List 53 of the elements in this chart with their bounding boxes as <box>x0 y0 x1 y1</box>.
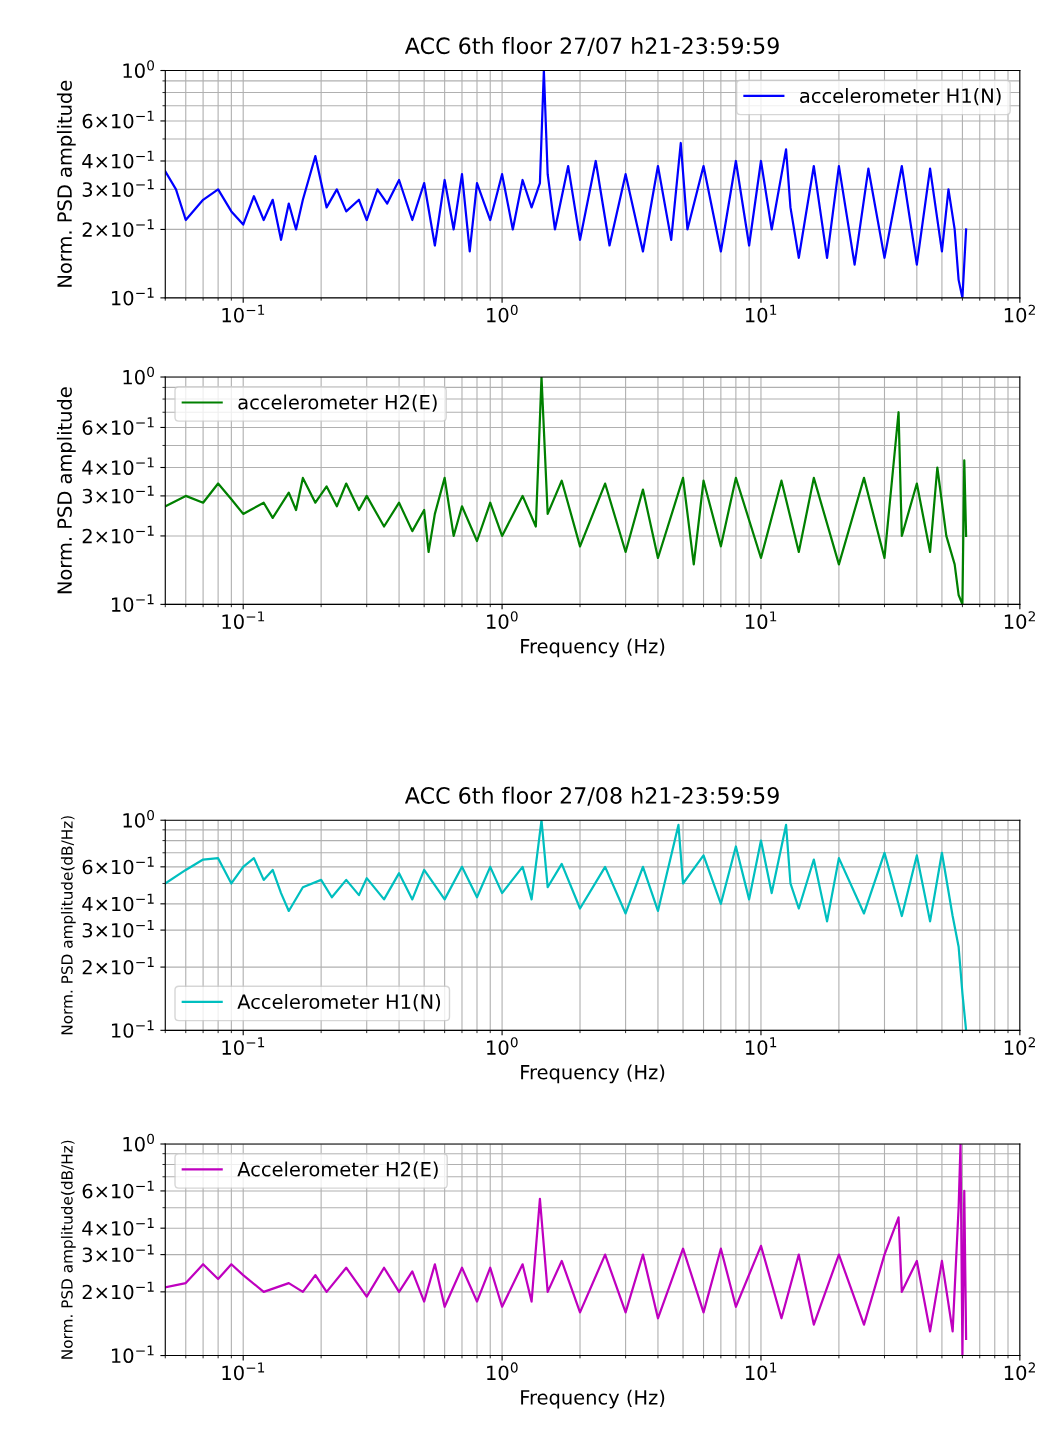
y-tick-label: 4×10$^{−1}$ <box>82 150 154 169</box>
x-tick-label: 10$^{1}$ <box>745 1362 777 1381</box>
y-axis-title: Norm. PSD amplitude(dB/Hz) <box>60 1140 76 1359</box>
x-tick-label: 10$^{−1}$ <box>222 1037 265 1055</box>
x-tick-label: 10$^{2}$ <box>1004 1037 1035 1055</box>
y-tick-label: 2×10$^{−1}$ <box>82 956 154 975</box>
x-axis-title: Frequency (Hz) <box>521 1064 665 1084</box>
x-axis-title: Frequency (Hz) <box>521 1389 665 1409</box>
legend-label: accelerometer H2(E) <box>238 394 437 412</box>
x-tick-label: 10$^{2}$ <box>1004 304 1035 323</box>
y-axis-title: Norm. PSD amplitude <box>56 387 76 594</box>
y-tick-label: 6×10$^{−1}$ <box>82 110 154 129</box>
y-tick-label: 10$^{−1}$ <box>111 594 154 612</box>
y-tick-label: 6×10$^{−1}$ <box>82 1180 154 1199</box>
y-tick-label: 4×10$^{−1}$ <box>82 457 154 476</box>
y-axis-title: Norm. PSD amplitude <box>56 80 76 287</box>
y-tick-label: 6×10$^{−1}$ <box>82 856 154 875</box>
x-tick-label: 10$^{0}$ <box>487 611 518 629</box>
y-tick-label: 10$^{0}$ <box>123 366 155 385</box>
y-tick-label: 2×10$^{−1}$ <box>82 525 154 544</box>
y-tick-label: 3×10$^{−1}$ <box>82 1244 154 1263</box>
y-tick-label: 10$^{0}$ <box>123 809 155 828</box>
x-tick-label: 10$^{2}$ <box>1004 1362 1035 1381</box>
x-tick-label: 10$^{−1}$ <box>222 1362 265 1381</box>
x-tick-label: 10$^{2}$ <box>1004 611 1035 629</box>
y-axis-title: Norm. PSD amplitude(dB/Hz) <box>60 816 76 1035</box>
y-tick-label: 10$^{0}$ <box>123 1133 155 1152</box>
x-tick-label: 10$^{0}$ <box>487 1037 518 1055</box>
legend-label: Accelerometer H1(N) <box>237 994 441 1012</box>
x-tick-label: 10$^{−1}$ <box>222 304 265 323</box>
y-tick-label: 4×10$^{−1}$ <box>82 1218 154 1236</box>
x-axis-title: Frequency (Hz) <box>521 638 665 658</box>
y-tick-label: 3×10$^{−1}$ <box>82 919 154 938</box>
y-tick-label: 10$^{−1}$ <box>111 287 154 306</box>
y-tick-label: 6×10$^{−1}$ <box>82 417 154 435</box>
x-tick-label: 10$^{−1}$ <box>222 611 265 630</box>
y-tick-label: 2×10$^{−1}$ <box>82 219 154 237</box>
y-tick-label: 3×10$^{−1}$ <box>82 485 154 504</box>
x-tick-label: 10$^{1}$ <box>745 304 777 323</box>
chart-title: ACC 6th floor 27/08 h21-23:59:59 <box>404 786 779 806</box>
x-tick-label: 10$^{1}$ <box>745 1037 777 1055</box>
y-tick-label: 4×10$^{−1}$ <box>82 893 154 912</box>
y-tick-label: 10$^{−1}$ <box>111 1345 154 1364</box>
x-tick-label: 10$^{1}$ <box>745 611 777 630</box>
y-tick-label: 3×10$^{−1}$ <box>82 179 154 197</box>
legend-label: accelerometer H1(N) <box>800 88 1001 106</box>
y-tick-label: 10$^{0}$ <box>123 60 155 79</box>
x-tick-label: 10$^{0}$ <box>487 1362 518 1381</box>
y-tick-label: 10$^{−1}$ <box>111 1020 154 1038</box>
legend-label: Accelerometer H2(E) <box>237 1161 438 1179</box>
x-tick-label: 10$^{0}$ <box>487 304 518 323</box>
y-tick-label: 2×10$^{−1}$ <box>82 1281 154 1300</box>
chart-title: ACC 6th floor 27/07 h21-23:59:59 <box>404 36 779 56</box>
